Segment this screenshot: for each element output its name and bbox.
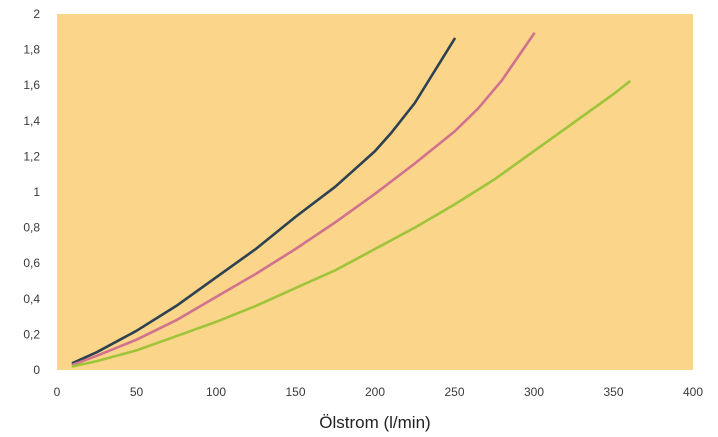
- x-axis-title: Ölstrom (l/min): [319, 413, 430, 432]
- y-tick-label: 1: [33, 185, 40, 199]
- series-line-1: [71, 37, 456, 365]
- series-layer: [71, 32, 631, 368]
- y-tick-label: 2: [33, 7, 40, 21]
- x-tick-label: 200: [365, 385, 385, 399]
- x-tick-label: 100: [206, 385, 226, 399]
- y-tick-label: 1,8: [23, 43, 40, 57]
- x-tick-label: 50: [130, 385, 144, 399]
- x-tick-label: 250: [444, 385, 464, 399]
- x-axis-ticks: 0 50 100 150 200 250 300 350 400: [54, 385, 704, 399]
- x-tick-label: 300: [524, 385, 544, 399]
- y-tick-label: 0,8: [23, 221, 40, 235]
- y-tick-label: 0,6: [23, 256, 40, 270]
- series-line-3: [71, 80, 631, 368]
- x-tick-label: 150: [285, 385, 305, 399]
- y-tick-label: 1,2: [23, 149, 40, 163]
- y-tick-label: 0,2: [23, 327, 40, 341]
- x-tick-label: 0: [54, 385, 61, 399]
- y-tick-label: 0: [33, 363, 40, 377]
- y-axis-ticks: 0 0,2 0,4 0,6 0,8 1 1,2 1,4 1,6 1,8 2: [23, 7, 40, 377]
- y-tick-label: 1,4: [23, 114, 40, 128]
- x-tick-label: 350: [603, 385, 623, 399]
- x-tick-label: 400: [683, 385, 703, 399]
- y-tick-label: 0,4: [23, 292, 40, 306]
- series-line-2: [71, 32, 536, 367]
- plot-area: [57, 14, 693, 370]
- y-tick-label: 1,6: [23, 78, 40, 92]
